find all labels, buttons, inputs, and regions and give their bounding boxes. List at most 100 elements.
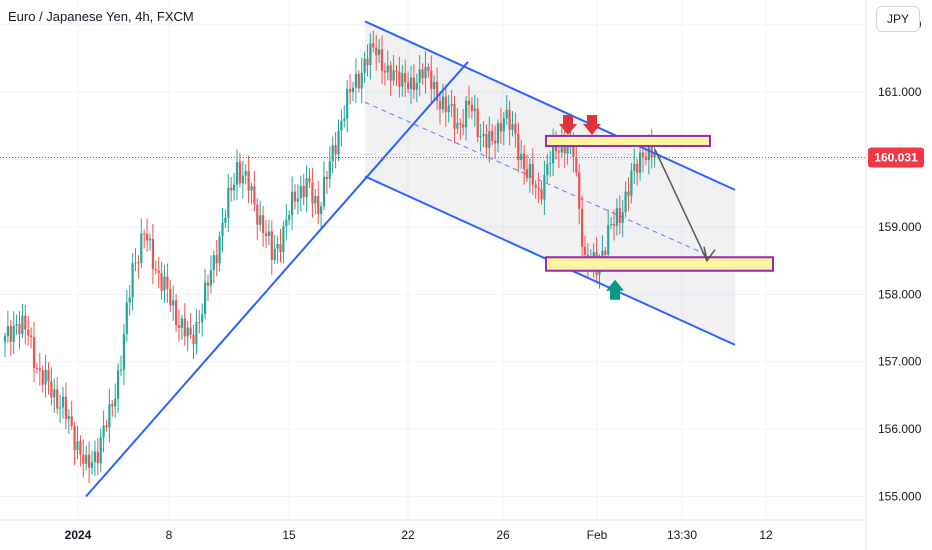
candle-body bbox=[415, 82, 418, 90]
candle-body bbox=[372, 43, 375, 48]
candle-body bbox=[235, 162, 239, 185]
candle-body bbox=[633, 163, 636, 171]
candle-body bbox=[183, 318, 186, 337]
candle-body bbox=[18, 324, 21, 335]
resistance-zone bbox=[545, 134, 711, 148]
candle-body bbox=[450, 103, 453, 106]
time-tick-label: 2024 bbox=[65, 528, 92, 542]
candle-body bbox=[549, 163, 552, 165]
candle-body bbox=[44, 369, 47, 385]
candle-body bbox=[404, 73, 407, 83]
candle-body bbox=[64, 396, 67, 419]
candle-body bbox=[328, 161, 331, 179]
candle-body bbox=[125, 302, 128, 334]
candle-body bbox=[433, 82, 436, 90]
candle-body bbox=[398, 71, 401, 87]
projection-arrow bbox=[654, 149, 708, 261]
candle-body bbox=[250, 186, 253, 191]
candle-body bbox=[215, 255, 218, 264]
candle-body bbox=[35, 367, 38, 369]
candle-body bbox=[334, 145, 337, 155]
candle-body bbox=[412, 77, 415, 90]
candle-body bbox=[102, 425, 105, 438]
candle-body bbox=[195, 321, 198, 345]
candle-body bbox=[349, 88, 352, 93]
candle-body bbox=[264, 233, 268, 237]
candle-body bbox=[143, 233, 146, 235]
currency-button[interactable]: JPY bbox=[876, 6, 920, 32]
candle-body bbox=[285, 219, 288, 227]
candle-body bbox=[444, 96, 447, 113]
time-tick-label: 8 bbox=[166, 528, 173, 542]
candle-body bbox=[395, 70, 398, 72]
candle-body bbox=[180, 318, 183, 328]
candle-body bbox=[61, 396, 65, 408]
candle-body bbox=[354, 73, 357, 88]
candle-body bbox=[488, 131, 491, 148]
candle-body bbox=[253, 186, 256, 205]
candle-body bbox=[641, 152, 645, 157]
candle-body bbox=[343, 118, 346, 121]
candle-body bbox=[407, 82, 410, 89]
candle-body bbox=[256, 204, 259, 225]
candle-body bbox=[166, 276, 169, 289]
candle-body bbox=[82, 454, 85, 464]
candle-body bbox=[511, 124, 514, 130]
candle-body bbox=[320, 206, 323, 215]
candle-body bbox=[566, 143, 569, 154]
candle-body bbox=[12, 325, 15, 342]
candle-body bbox=[227, 187, 230, 218]
uptrend-line bbox=[85, 61, 469, 498]
candle-body bbox=[50, 381, 53, 398]
candle-body bbox=[267, 231, 270, 237]
candle-body bbox=[296, 198, 299, 202]
candle-body bbox=[520, 153, 523, 161]
candle-body bbox=[41, 370, 44, 385]
candle-body bbox=[436, 82, 439, 101]
candle-body bbox=[302, 185, 305, 198]
candle-body bbox=[163, 276, 166, 291]
candle-body bbox=[496, 123, 500, 144]
support-zone bbox=[545, 256, 774, 272]
candle-body bbox=[525, 169, 529, 178]
channel-upper-line bbox=[364, 20, 736, 191]
candle-body bbox=[375, 47, 378, 56]
candle-body bbox=[21, 315, 24, 335]
time-tick-label: 15 bbox=[282, 528, 296, 542]
candle-body bbox=[212, 255, 215, 271]
price-tick-label: 156.000 bbox=[878, 422, 922, 436]
candle-body bbox=[67, 416, 70, 419]
candle-body bbox=[351, 87, 355, 93]
candle-body bbox=[392, 70, 395, 81]
candle-body bbox=[508, 109, 511, 130]
channel-midline bbox=[364, 101, 736, 268]
candle-body bbox=[119, 369, 123, 371]
candle-body bbox=[378, 49, 381, 56]
candle-body bbox=[653, 153, 656, 158]
candle-body bbox=[572, 138, 575, 158]
candle-body bbox=[369, 43, 372, 66]
time-tick-label: Feb bbox=[587, 528, 608, 542]
candle-body bbox=[111, 404, 114, 407]
candle-body bbox=[528, 163, 531, 178]
candle-body bbox=[128, 297, 131, 303]
time-tick-label: 26 bbox=[496, 528, 510, 542]
candle-body bbox=[534, 184, 537, 188]
candle-body bbox=[262, 215, 265, 234]
price-tick-label: 157.000 bbox=[878, 355, 922, 369]
candle-body bbox=[117, 370, 120, 399]
candle-body bbox=[462, 124, 465, 128]
candle-body bbox=[273, 248, 276, 260]
candle-body bbox=[543, 174, 546, 200]
candle-body bbox=[537, 187, 540, 190]
candle-body bbox=[636, 163, 639, 173]
candle-body bbox=[160, 273, 163, 291]
candle-body bbox=[218, 236, 221, 264]
candle-body bbox=[473, 108, 476, 112]
time-tick-label: 22 bbox=[401, 528, 415, 542]
candle-body bbox=[230, 187, 233, 191]
candle-body bbox=[209, 270, 212, 286]
candle-body bbox=[325, 176, 328, 179]
